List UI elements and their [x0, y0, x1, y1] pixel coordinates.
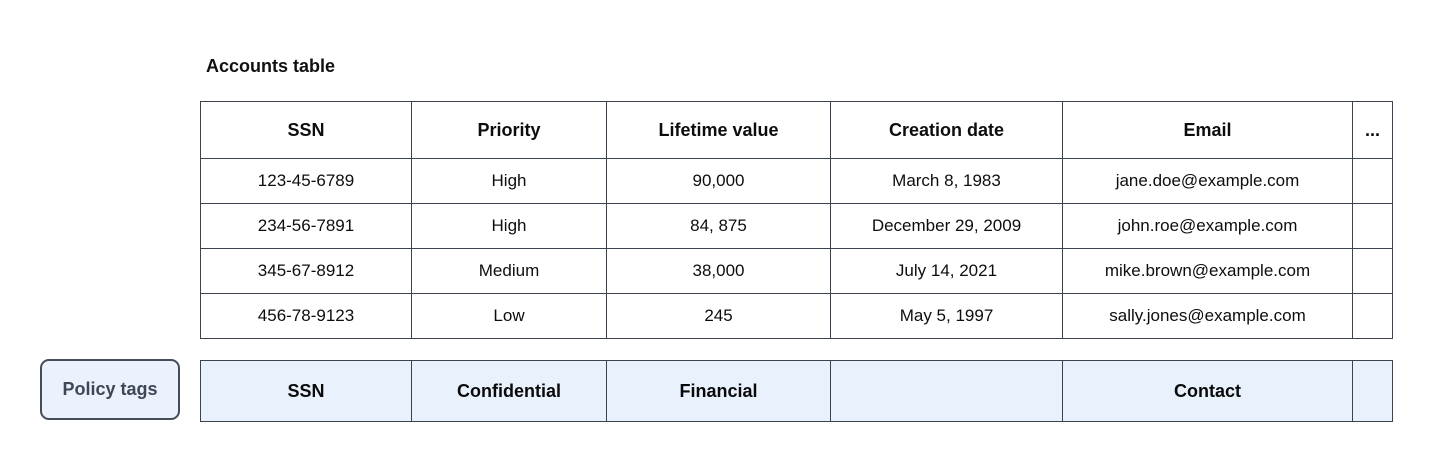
cell-lifetime-value: 38,000	[606, 248, 831, 294]
table-row: 123-45-6789 High 90,000 March 8, 1983 ja…	[200, 158, 1393, 204]
policy-tag-contact: Contact	[1062, 360, 1353, 422]
cell-more	[1352, 203, 1393, 249]
column-header-priority: Priority	[411, 101, 607, 159]
table-row: 234-56-7891 High 84, 875 December 29, 20…	[200, 203, 1393, 249]
more-columns-header: ...	[1352, 101, 1393, 159]
cell-lifetime-value: 245	[606, 293, 831, 339]
cell-creation-date: July 14, 2021	[830, 248, 1063, 294]
cell-priority: Low	[411, 293, 607, 339]
cell-creation-date: December 29, 2009	[830, 203, 1063, 249]
cell-more	[1352, 158, 1393, 204]
cell-creation-date: March 8, 1983	[830, 158, 1063, 204]
cell-lifetime-value: 84, 875	[606, 203, 831, 249]
accounts-table: SSN Priority Lifetime value Creation dat…	[200, 101, 1393, 339]
policy-tag-financial: Financial	[606, 360, 831, 422]
table-row: 345-67-8912 Medium 38,000 July 14, 2021 …	[200, 248, 1393, 294]
cell-priority: High	[411, 203, 607, 249]
cell-ssn: 234-56-7891	[200, 203, 412, 249]
column-header-email: Email	[1062, 101, 1353, 159]
cell-more	[1352, 293, 1393, 339]
column-header-creation-date: Creation date	[830, 101, 1063, 159]
cell-more	[1352, 248, 1393, 294]
header-row: SSN Priority Lifetime value Creation dat…	[200, 101, 1393, 159]
cell-email: john.roe@example.com	[1062, 203, 1353, 249]
policy-tags-button[interactable]: Policy tags	[40, 359, 180, 420]
policy-tags-button-label: Policy tags	[62, 379, 158, 399]
policy-tag-empty	[830, 360, 1063, 422]
policy-tag-ssn: SSN	[200, 360, 412, 422]
cell-ssn: 456-78-9123	[200, 293, 412, 339]
cell-ssn: 123-45-6789	[200, 158, 412, 204]
policy-tag-empty-last	[1352, 360, 1393, 422]
column-header-lifetime-value: Lifetime value	[606, 101, 831, 159]
cell-email: mike.brown@example.com	[1062, 248, 1353, 294]
cell-priority: High	[411, 158, 607, 204]
cell-ssn: 345-67-8912	[200, 248, 412, 294]
policy-tags-row: SSN Confidential Financial Contact	[200, 360, 1393, 422]
column-header-ssn: SSN	[200, 101, 412, 159]
cell-email: sally.jones@example.com	[1062, 293, 1353, 339]
policy-tag-row: SSN Confidential Financial Contact	[200, 360, 1393, 422]
cell-lifetime-value: 90,000	[606, 158, 831, 204]
table-row: 456-78-9123 Low 245 May 5, 1997 sally.jo…	[200, 293, 1393, 339]
cell-priority: Medium	[411, 248, 607, 294]
cell-email: jane.doe@example.com	[1062, 158, 1353, 204]
page-title: Accounts table	[206, 56, 336, 76]
cell-creation-date: May 5, 1997	[830, 293, 1063, 339]
policy-tag-confidential: Confidential	[411, 360, 607, 422]
